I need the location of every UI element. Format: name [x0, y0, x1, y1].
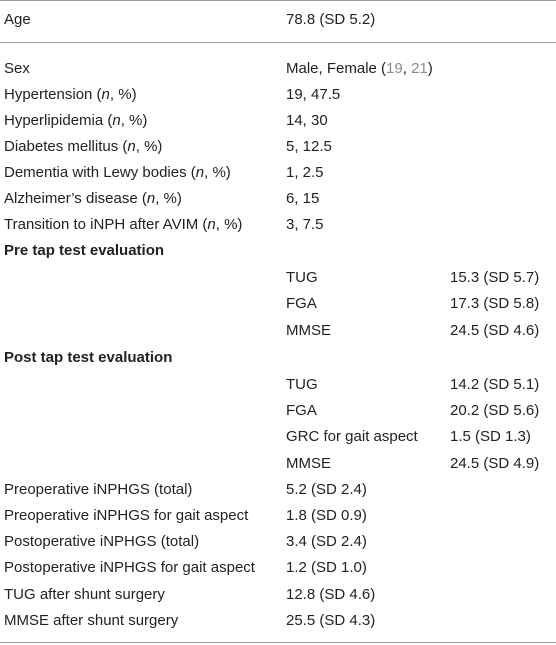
reference-link[interactable]: 21: [411, 60, 428, 77]
pre-tap-measure: MMSE: [286, 322, 331, 339]
table-row-label: Postoperative iNPHGS for gait aspect: [4, 559, 255, 576]
section-title-post-tap: Post tap test evaluation: [4, 349, 173, 366]
bottom-rule: [0, 642, 556, 643]
table-row-value: 19, 47.5: [286, 86, 341, 103]
post-tap-measure: MMSE: [286, 455, 331, 472]
post-tap-measure: TUG: [286, 376, 318, 393]
table-row-label: Hypertension (n, %): [4, 86, 137, 103]
pre-tap-measure: TUG: [286, 269, 318, 286]
age-label: Age: [4, 11, 31, 28]
table-row-label: Hyperlipidemia (n, %): [4, 112, 148, 129]
table-row-value: 3, 7.5: [286, 216, 324, 233]
table-row-value: 5.2 (SD 2.4): [286, 481, 367, 498]
header-rule: [0, 42, 556, 43]
sex-value: Male, Female (19, 21): [286, 60, 433, 77]
top-rule: [0, 0, 556, 1]
table-row-label: Alzheimer’s disease (n, %): [4, 190, 182, 207]
post-tap-value: 24.5 (SD 4.9): [450, 455, 540, 472]
post-tap-measure: FGA: [286, 402, 317, 419]
post-tap-value: 20.2 (SD 5.6): [450, 402, 540, 419]
table-row-value: 1.2 (SD 1.0): [286, 559, 367, 576]
table-row-label: Preoperative iNPHGS for gait aspect: [4, 507, 249, 524]
pre-tap-value: 17.3 (SD 5.8): [450, 295, 540, 312]
table-row-label: TUG after shunt surgery: [4, 586, 165, 603]
table-row-label: Transition to iNPH after AVIM (n, %): [4, 216, 243, 233]
table-row-value: 12.8 (SD 4.6): [286, 586, 376, 603]
post-tap-value: 1.5 (SD 1.3): [450, 428, 531, 445]
reference-link[interactable]: 19: [386, 60, 403, 77]
post-tap-value: 14.2 (SD 5.1): [450, 376, 540, 393]
pre-tap-measure: FGA: [286, 295, 317, 312]
post-tap-measure: GRC for gait aspect: [286, 428, 418, 445]
table-row-label: Dementia with Lewy bodies (n, %): [4, 164, 231, 181]
table-row-label: Diabetes mellitus (n, %): [4, 138, 163, 155]
section-title-pre-tap: Pre tap test evaluation: [4, 242, 165, 259]
age-value: 78.8 (SD 5.2): [286, 11, 376, 28]
sex-label: Sex: [4, 60, 30, 77]
table-row-label: Postoperative iNPHGS (total): [4, 533, 200, 550]
pre-tap-value: 15.3 (SD 5.7): [450, 269, 540, 286]
table-row-value: 5, 12.5: [286, 138, 332, 155]
pre-tap-value: 24.5 (SD 4.6): [450, 322, 540, 339]
table-row-label: Preoperative iNPHGS (total): [4, 481, 193, 498]
table-row-value: 1, 2.5: [286, 164, 324, 181]
table-row-value: 14, 30: [286, 112, 328, 129]
table-row-value: 3.4 (SD 2.4): [286, 533, 367, 550]
table-row-value: 25.5 (SD 4.3): [286, 612, 376, 629]
table-row-value: 6, 15: [286, 190, 320, 207]
table-row-value: 1.8 (SD 0.9): [286, 507, 367, 524]
table-row-label: MMSE after shunt surgery: [4, 612, 179, 629]
